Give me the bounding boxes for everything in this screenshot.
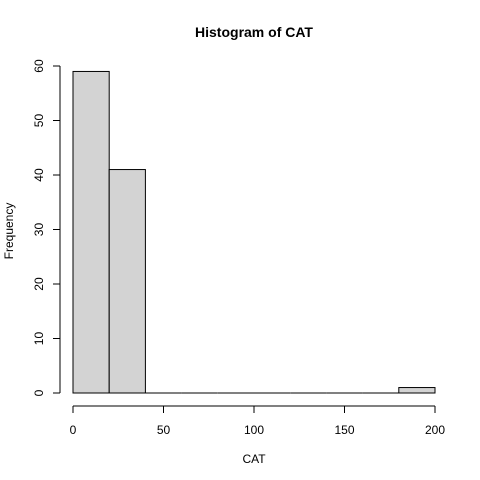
- chart-title: Histogram of CAT: [195, 24, 313, 40]
- y-tick-label: 40: [32, 168, 46, 182]
- histogram-bar: [398, 387, 436, 394]
- y-tick-label: 60: [32, 59, 46, 73]
- x-tick-label: 200: [425, 423, 445, 437]
- histogram-bar: [108, 169, 146, 394]
- x-tick-label: 150: [334, 423, 354, 437]
- x-axis: 0 50 100 150 200: [70, 405, 445, 437]
- histogram-bar: [72, 70, 110, 394]
- x-axis-label: CAT: [242, 452, 266, 466]
- x-tick-label: 50: [157, 423, 171, 437]
- x-tick-label: 0: [70, 423, 77, 437]
- x-tick-label: 100: [244, 423, 264, 437]
- y-tick-label: 10: [32, 332, 46, 346]
- y-axis: 0 10 20 30 40 50 60: [32, 59, 61, 396]
- y-tick-label: 0: [32, 389, 46, 396]
- y-tick-label: 30: [32, 223, 46, 237]
- y-tick-label: 50: [32, 114, 46, 128]
- bars-group: [72, 70, 436, 394]
- y-axis-label: Frequency: [2, 203, 16, 260]
- y-tick-label: 20: [32, 277, 46, 291]
